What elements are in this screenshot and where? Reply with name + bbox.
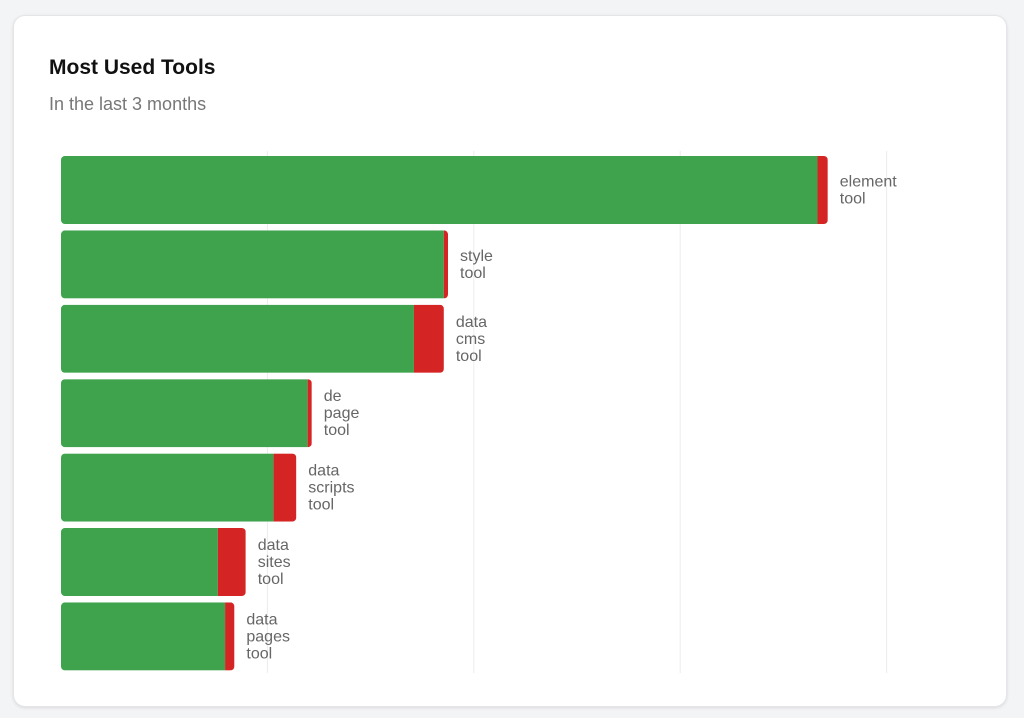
bar-segment-primary[interactable] — [61, 602, 226, 671]
bar-segment-primary[interactable] — [61, 304, 414, 373]
bar-segment-primary[interactable] — [61, 379, 308, 448]
category-label: de page tool — [324, 388, 360, 439]
bar-group[interactable]: data sites tool — [61, 528, 291, 596]
chart-card: Most Used Tools In the last 3 months ele… — [13, 15, 1007, 707]
bar-segment-primary[interactable] — [61, 528, 218, 596]
chart-title: Most Used Tools — [49, 56, 216, 79]
bar-segment-primary[interactable] — [61, 156, 818, 224]
bar-group[interactable]: de page tool — [61, 379, 360, 448]
bar-segment-secondary[interactable] — [413, 304, 444, 373]
category-label: style tool — [460, 248, 493, 282]
bar-segment-secondary[interactable] — [307, 379, 312, 448]
category-label: data sites tool — [258, 537, 291, 588]
bar-segment-primary[interactable] — [61, 230, 444, 299]
bar-segment-secondary[interactable] — [273, 453, 297, 522]
bar-group[interactable]: data cms tool — [61, 304, 487, 373]
bar-group[interactable]: data scripts tool — [61, 453, 355, 522]
bar-group[interactable]: data pages tool — [61, 602, 290, 671]
bar-segment-secondary[interactable] — [225, 602, 235, 671]
bar-segment-primary[interactable] — [61, 453, 274, 522]
bar-group[interactable]: style tool — [61, 230, 493, 299]
bar-segment-secondary[interactable] — [217, 528, 246, 596]
category-label: data cms tool — [456, 314, 487, 365]
chart-subtitle: In the last 3 months — [49, 94, 207, 114]
bar-chart: element tool style tool data cms tool de page too… — [61, 151, 897, 673]
bar-segment-secondary[interactable] — [817, 156, 828, 224]
bar-segment-secondary[interactable] — [443, 230, 448, 299]
category-label: data scripts tool — [308, 463, 354, 514]
category-label: data pages tool — [246, 611, 290, 662]
bar-group[interactable]: element tool — [61, 156, 897, 224]
category-label: element tool — [840, 174, 897, 208]
